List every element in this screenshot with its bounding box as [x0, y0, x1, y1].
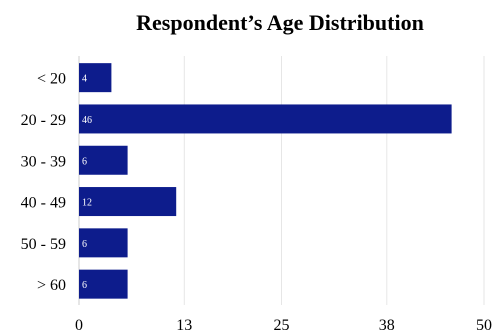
bar-data-label: 6 [82, 239, 87, 250]
category-label: 20 - 29 [21, 112, 66, 129]
bar-data-label: 4 [82, 74, 87, 85]
bar-data-label: 12 [82, 198, 92, 209]
bars: 4 46 6 12 6 6 [79, 63, 452, 299]
x-tick-label: 25 [274, 317, 290, 334]
bar-data-label: 6 [82, 156, 87, 167]
x-tick-label: 0 [75, 317, 83, 334]
category-labels: < 20 20 - 29 30 - 39 40 - 49 50 - 59 > 60 [21, 71, 66, 294]
category-label: 40 - 49 [21, 195, 66, 212]
x-tick-label: 13 [176, 317, 192, 334]
x-tick-label: 50 [476, 317, 492, 334]
bar-1 [79, 63, 112, 93]
bar-2 [79, 104, 452, 134]
category-label: > 60 [37, 277, 66, 294]
bar-4 [79, 187, 177, 217]
grid-lines [78, 56, 485, 305]
x-tick-labels: 0 13 25 38 50 [75, 317, 492, 334]
x-tick-label: 38 [379, 317, 395, 334]
category-label: < 20 [37, 71, 66, 88]
chart-title: Respondent’s Age Distribution [136, 10, 424, 35]
category-label: 30 - 39 [21, 153, 66, 170]
bar-5 [79, 228, 128, 258]
bar-data-label: 46 [82, 115, 92, 126]
bar-6 [79, 269, 128, 299]
category-label: 50 - 59 [21, 236, 66, 253]
bar-data-label: 6 [82, 280, 87, 291]
bar-3 [79, 145, 128, 175]
